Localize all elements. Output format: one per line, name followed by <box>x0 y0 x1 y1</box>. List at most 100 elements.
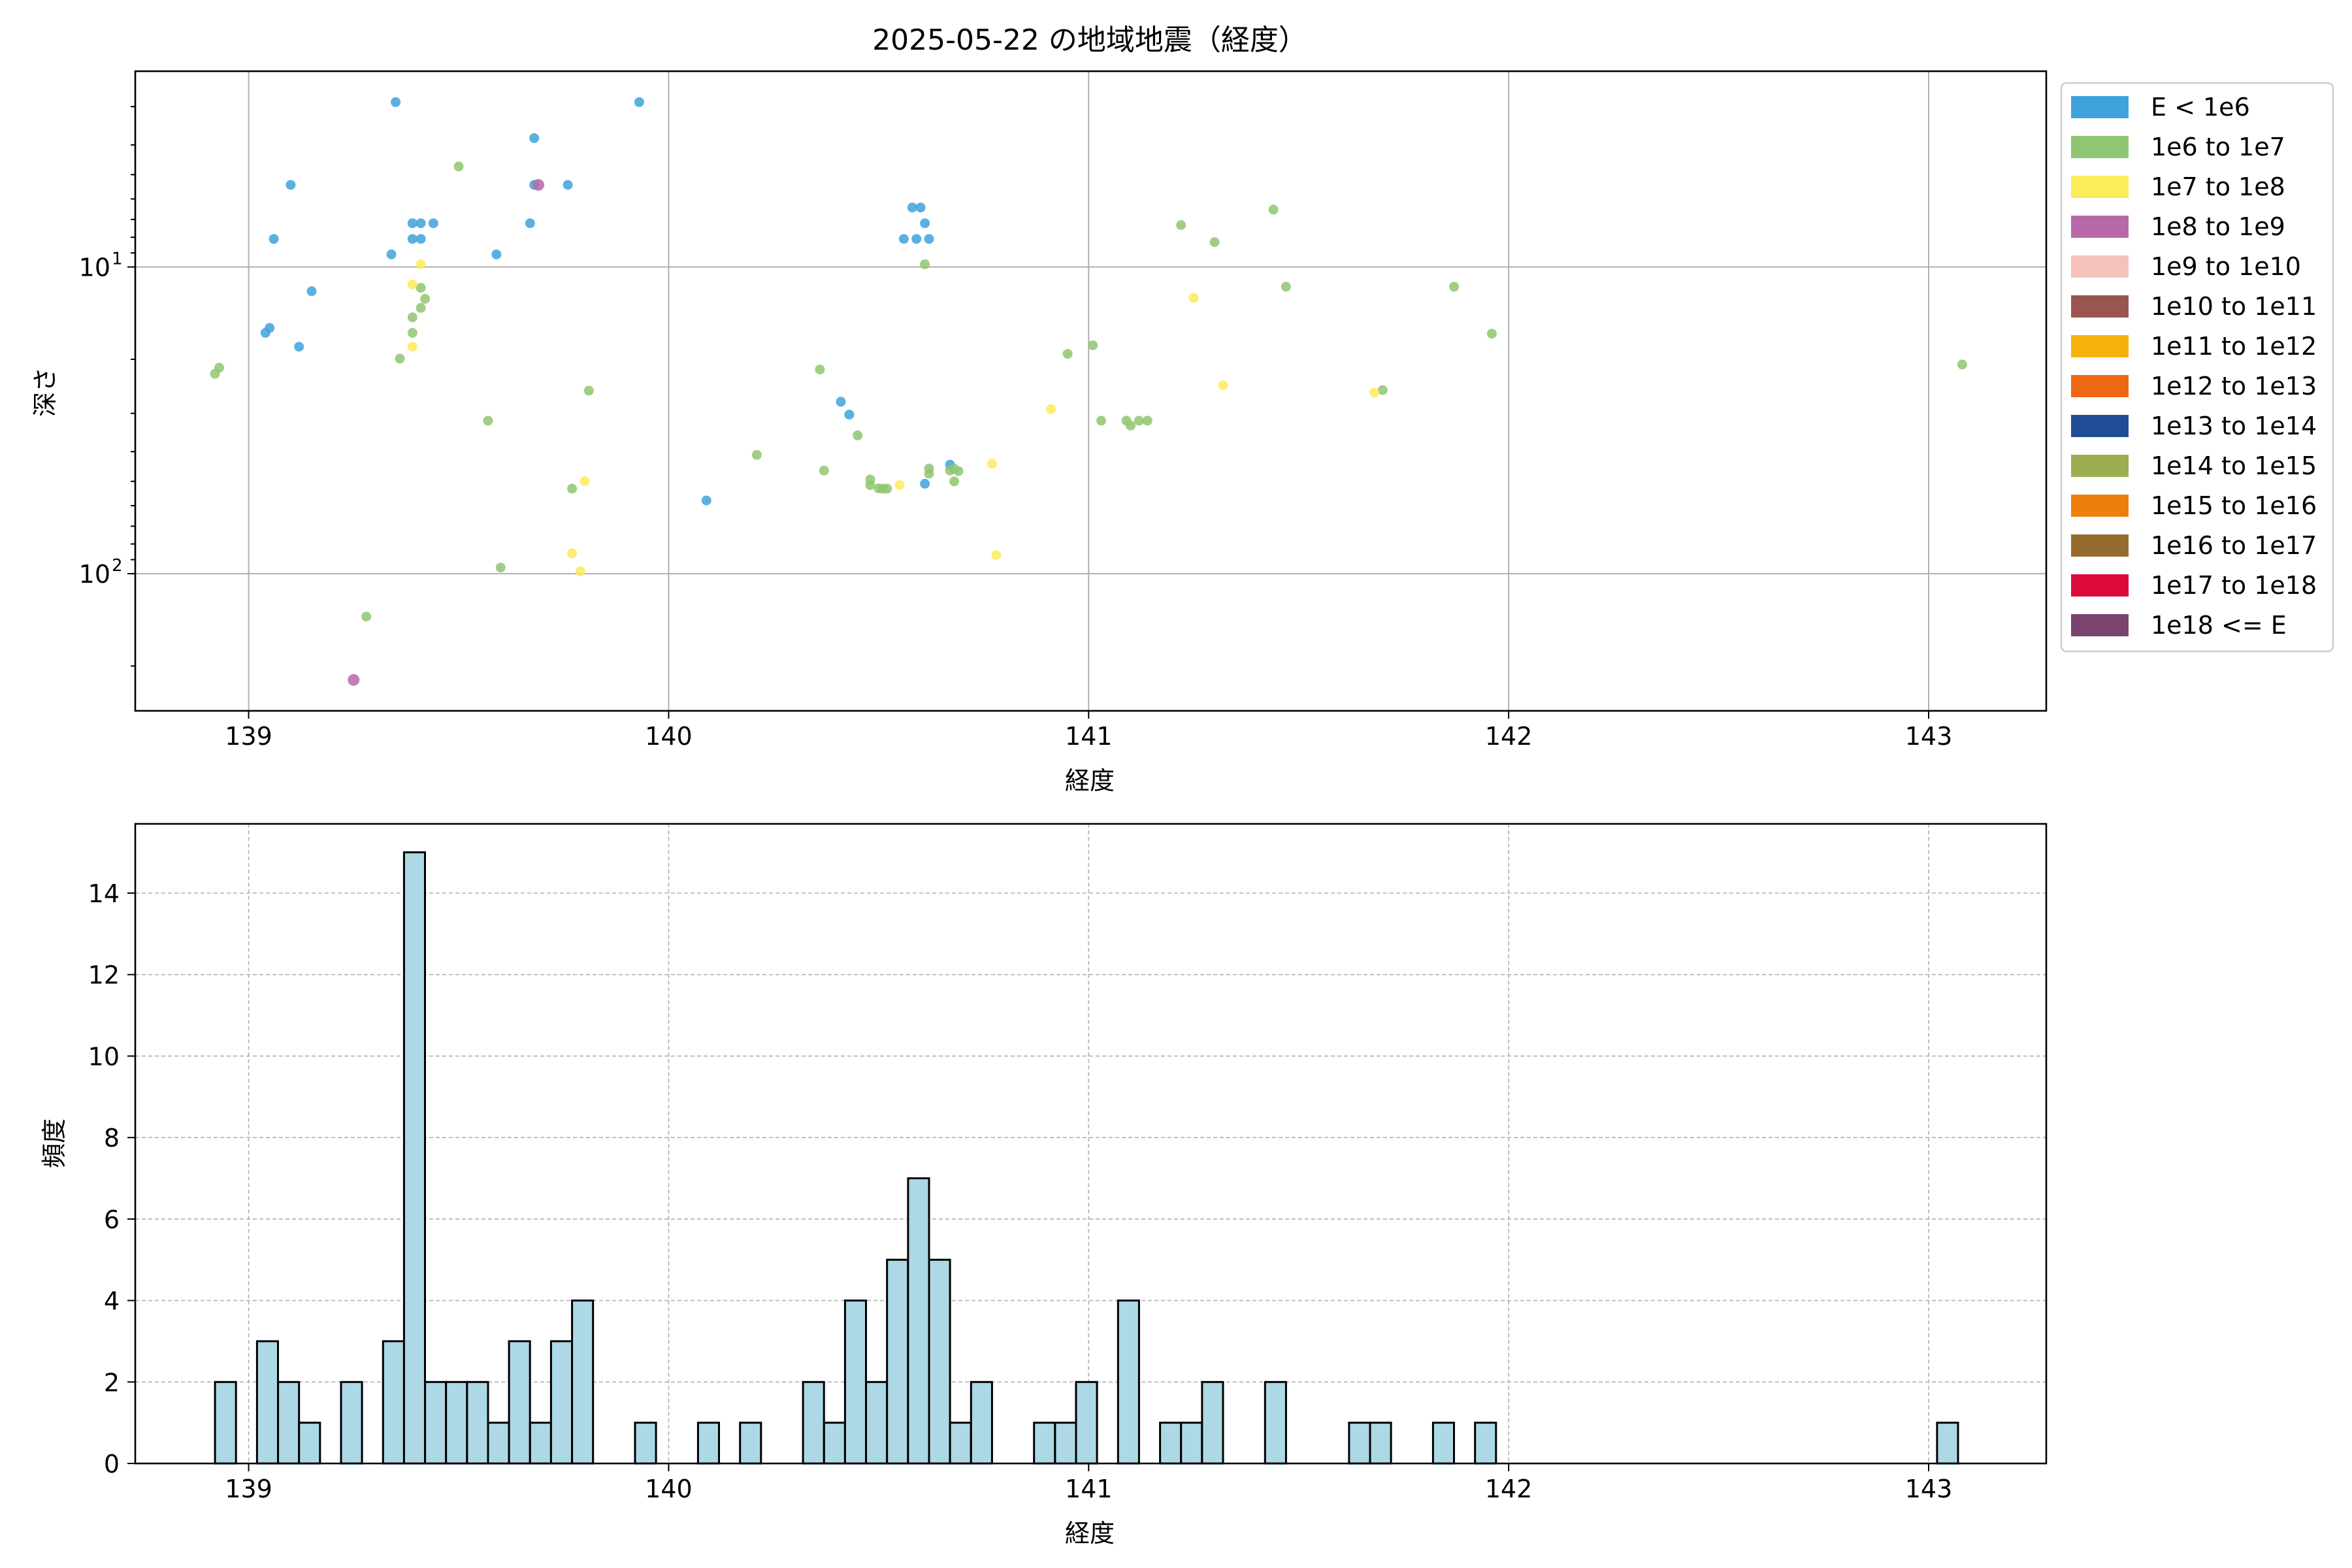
scatter-point <box>416 302 426 313</box>
scatter-point <box>751 449 762 460</box>
scatter-point <box>260 328 270 338</box>
legend-label: 1e16 to 1e17 <box>2151 531 2317 560</box>
histogram-y-tick-label: 0 <box>104 1450 120 1478</box>
scatter-point <box>407 218 417 229</box>
scatter-point <box>1045 404 1056 414</box>
scatter-point <box>1188 293 1199 303</box>
histogram-bar <box>802 1380 825 1465</box>
scatter-point <box>1209 237 1220 248</box>
histogram-bar <box>843 1299 868 1465</box>
scatter-point <box>483 416 493 426</box>
scatter-point <box>1126 420 1136 431</box>
legend-label: 1e10 to 1e11 <box>2151 292 2317 321</box>
scatter-frame <box>134 70 2048 712</box>
histogram-chart: 139 140 141 142 143 0 2 4 6 8 10 12 14 経度 頻度 <box>40 823 2048 1548</box>
legend-label: 1e8 to 1e9 <box>2151 212 2285 241</box>
scatter-point <box>495 563 506 573</box>
legend-swatch <box>2071 216 2129 238</box>
scatter-y-axis-label: 深さ <box>31 367 59 417</box>
scatter-point <box>924 468 934 479</box>
scatter-point <box>286 180 296 190</box>
scatter-point <box>907 203 917 213</box>
legend-swatch <box>2071 96 2129 118</box>
scatter-point <box>395 353 405 364</box>
histogram-frame <box>134 823 2048 1465</box>
legend-swatch <box>2071 335 2129 357</box>
legend-swatch <box>2071 534 2129 557</box>
legend-swatch <box>2071 295 2129 318</box>
scatter-point <box>1142 416 1152 426</box>
histogram-bar <box>255 1340 279 1465</box>
histogram-bar <box>1431 1422 1455 1465</box>
histogram-y-tick-label: 10 <box>88 1042 120 1071</box>
scatter-point <box>491 249 502 259</box>
scatter-point <box>563 180 573 190</box>
histogram-bar <box>529 1422 552 1465</box>
histogram-bar <box>298 1422 321 1465</box>
scatter-y-tick-label: 10 <box>79 560 110 589</box>
histogram-x-tick-label: 142 <box>1485 1475 1533 1503</box>
histogram-bar <box>1159 1422 1183 1465</box>
scatter-x-tick-label: 140 <box>645 722 693 751</box>
scatter-y-tick-exponent: 2 <box>112 556 123 576</box>
scatter-x-tick-label: 141 <box>1065 722 1113 751</box>
scatter-point <box>911 234 922 244</box>
histogram-bar <box>445 1380 468 1465</box>
scatter-point <box>1957 359 1967 370</box>
scatter-y-tick-label: 10 <box>79 253 110 282</box>
scatter-point <box>634 97 644 107</box>
histogram-x-tick-label: 139 <box>225 1475 272 1503</box>
histogram-bar <box>928 1258 951 1465</box>
scatter-point <box>416 283 426 293</box>
histogram-x-axis: 139 140 141 142 143 <box>225 1463 1952 1503</box>
scatter-point <box>953 466 964 476</box>
histogram-y-tick-label: 8 <box>104 1124 120 1152</box>
scatter-point <box>815 365 825 375</box>
scatter-point <box>865 480 875 490</box>
histogram-bar <box>402 851 427 1465</box>
histogram-bar <box>1054 1422 1077 1465</box>
scatter-point <box>420 293 431 304</box>
histogram-bar <box>1117 1299 1140 1465</box>
histogram-bar <box>634 1422 657 1465</box>
histogram-bar <box>907 1177 930 1465</box>
histogram-bar <box>949 1422 972 1465</box>
scatter-point <box>1486 329 1497 339</box>
scatter-points <box>210 97 1967 686</box>
scatter-point <box>991 550 1002 560</box>
legend-label: E < 1e6 <box>2151 93 2250 122</box>
scatter-point <box>269 234 279 244</box>
scatter-point <box>386 249 397 259</box>
legend-swatch <box>2071 375 2129 397</box>
histogram-bar <box>886 1258 909 1465</box>
scatter-point <box>407 312 417 323</box>
scatter-y-tick-exponent: 1 <box>112 250 123 269</box>
scatter-point <box>529 133 540 143</box>
scatter-point <box>294 342 304 352</box>
scatter-point <box>836 397 846 407</box>
legend-swatch <box>2071 176 2129 198</box>
scatter-point <box>407 342 417 352</box>
legend-swatch <box>2071 614 2129 636</box>
scatter-point <box>882 483 892 494</box>
scatter-point <box>407 328 417 338</box>
histogram-y-axis-label: 頻度 <box>40 1119 69 1168</box>
histogram-y-tick-label: 4 <box>104 1287 120 1316</box>
scatter-point <box>920 478 930 489</box>
legend-label: 1e14 to 1e15 <box>2151 451 2317 480</box>
scatter-point <box>407 234 417 244</box>
scatter-point <box>920 259 930 269</box>
scatter-point <box>1369 387 1379 398</box>
legend-swatch <box>2071 455 2129 477</box>
legend-swatch <box>2071 255 2129 278</box>
histogram-bar <box>1075 1380 1098 1465</box>
scatter-point <box>1281 282 1291 292</box>
scatter-point <box>525 218 535 229</box>
figure-title: 2025-05-22 の地域地震（経度） <box>872 24 1307 57</box>
histogram-y-tick-label: 2 <box>104 1368 120 1397</box>
scatter-point <box>949 476 960 487</box>
scatter-point <box>583 385 594 396</box>
scatter-point <box>361 612 372 622</box>
histogram-bar <box>277 1380 301 1465</box>
